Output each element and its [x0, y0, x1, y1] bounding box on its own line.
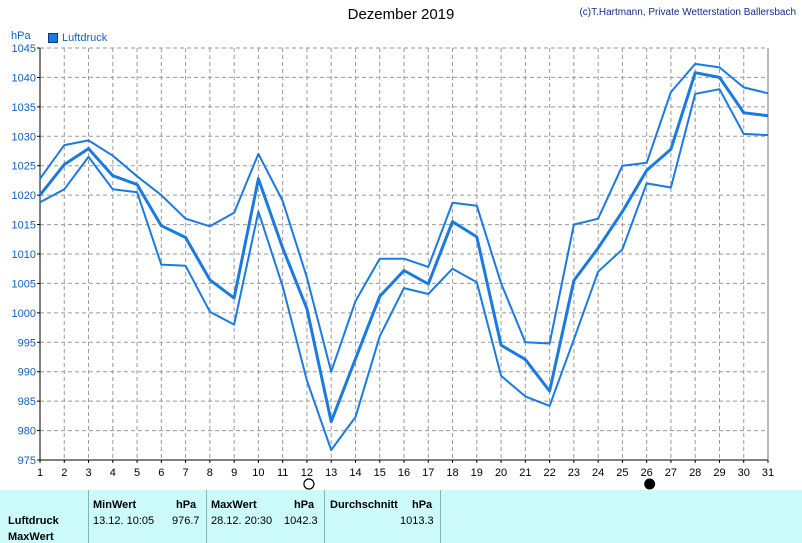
series-lines — [38, 62, 769, 451]
x-tick-label: 6 — [158, 467, 164, 479]
y-tick-label: 1005 — [12, 278, 36, 290]
x-tick-label: 25 — [616, 467, 628, 479]
y-tick-labels: 975 980 985 990 995 1000 1005 1010 1015 1020 1025 1… — [12, 43, 36, 467]
y-tick-label: 1025 — [12, 161, 36, 173]
x-tick-label: 8 — [207, 467, 213, 479]
row2-label: MaxWert — [8, 531, 54, 543]
avg-value: 1013.3 — [400, 515, 434, 527]
y-tick-label: 995 — [18, 337, 36, 349]
min-unit: hPa — [176, 499, 197, 511]
y-tick-label: 1040 — [12, 72, 36, 84]
y-tick-label: 1035 — [12, 102, 36, 114]
chart-axes — [37, 47, 769, 463]
x-tick-label: 14 — [349, 467, 361, 479]
legend-label: Luftdruck — [62, 32, 108, 44]
x-tick-labels: 1 2 3 4 5 6 7 8 9 10 11 12 13 14 15 16 17 18 19 20 21 22 23 24 2… — [37, 467, 774, 479]
credit-text: (c)T.Hartmann, Private Wetterstation Bal… — [579, 7, 796, 18]
x-tick-label: 10 — [252, 467, 264, 479]
x-tick-label: 3 — [85, 467, 91, 479]
x-tick-label: 2 — [61, 467, 67, 479]
stats-avg-cell — [324, 490, 441, 543]
x-tick-label: 24 — [592, 467, 604, 479]
x-tick-label: 15 — [374, 467, 386, 479]
y-tick-label: 1020 — [12, 190, 36, 202]
stats-max-cell — [206, 490, 325, 543]
x-tick-label: 12 — [301, 467, 313, 479]
x-tick-label: 31 — [762, 467, 774, 479]
stats-label-cell — [0, 490, 89, 543]
x-tick-label: 23 — [568, 467, 580, 479]
series-line-min — [39, 88, 769, 451]
y-tick-label: 975 — [18, 455, 36, 467]
x-tick-label: 4 — [110, 467, 116, 479]
y-tick-label: 1015 — [12, 220, 36, 232]
legend-swatch — [48, 33, 58, 43]
row-label: Luftdruck — [8, 515, 59, 527]
chart-grid — [39, 47, 769, 461]
x-tick-label: 17 — [422, 467, 434, 479]
x-tick-label: 26 — [641, 467, 653, 479]
x-tick-label: 16 — [398, 467, 410, 479]
stats-panel: MinWert hPa MaxWert hPa Durchschnitt hPa… — [0, 490, 802, 543]
x-tick-label: 20 — [495, 467, 507, 479]
series-line-mean — [38, 71, 769, 424]
x-tick-label: 19 — [471, 467, 483, 479]
x-tick-label: 1 — [37, 467, 43, 479]
avg-unit: hPa — [412, 499, 433, 511]
x-tick-label: 21 — [519, 467, 531, 479]
x-tick-label: 29 — [713, 467, 725, 479]
x-tick-label: 7 — [183, 467, 189, 479]
y-tick-label: 1010 — [12, 249, 36, 261]
y-tick-label: 1030 — [12, 131, 36, 143]
max-header: MaxWert — [211, 499, 257, 511]
min-header: MinWert — [93, 499, 137, 511]
chart-title: Dezember 2019 — [347, 6, 455, 23]
stats-min-cell — [88, 490, 207, 543]
max-unit: hPa — [294, 499, 315, 511]
max-time: 28.12. 20:30 — [211, 515, 273, 527]
x-tick-label: 18 — [446, 467, 458, 479]
legend: Luftdruck — [48, 32, 107, 44]
pressure-chart: 9759809859909951000100510101015102010251… — [12, 43, 774, 490]
y-axis-unit: hPa — [11, 30, 31, 42]
x-tick-label: 13 — [325, 467, 337, 479]
x-tick-label: 27 — [665, 467, 677, 479]
x-tick-label: 5 — [134, 467, 140, 479]
min-time: 13.12. 10:05 — [93, 515, 155, 527]
y-tick-label: 985 — [18, 396, 36, 408]
min-value: 976.7 — [172, 515, 200, 527]
x-tick-label: 30 — [738, 467, 750, 479]
y-tick-label: 990 — [18, 367, 36, 379]
y-tick-label: 1045 — [12, 43, 36, 55]
moon-phases — [303, 478, 656, 490]
y-tick-label: 980 — [18, 426, 36, 438]
avg-header: Durchschnitt — [330, 499, 398, 511]
full-moon-icon — [303, 478, 315, 490]
x-tick-label: 28 — [689, 467, 701, 479]
new-moon-icon — [644, 478, 656, 490]
x-tick-label: 22 — [543, 467, 555, 479]
max-value: 1042.3 — [284, 515, 318, 527]
x-tick-label: 9 — [231, 467, 237, 479]
y-tick-label: 1000 — [12, 308, 36, 320]
x-tick-label: 11 — [277, 467, 288, 479]
series-line-max — [39, 62, 769, 373]
